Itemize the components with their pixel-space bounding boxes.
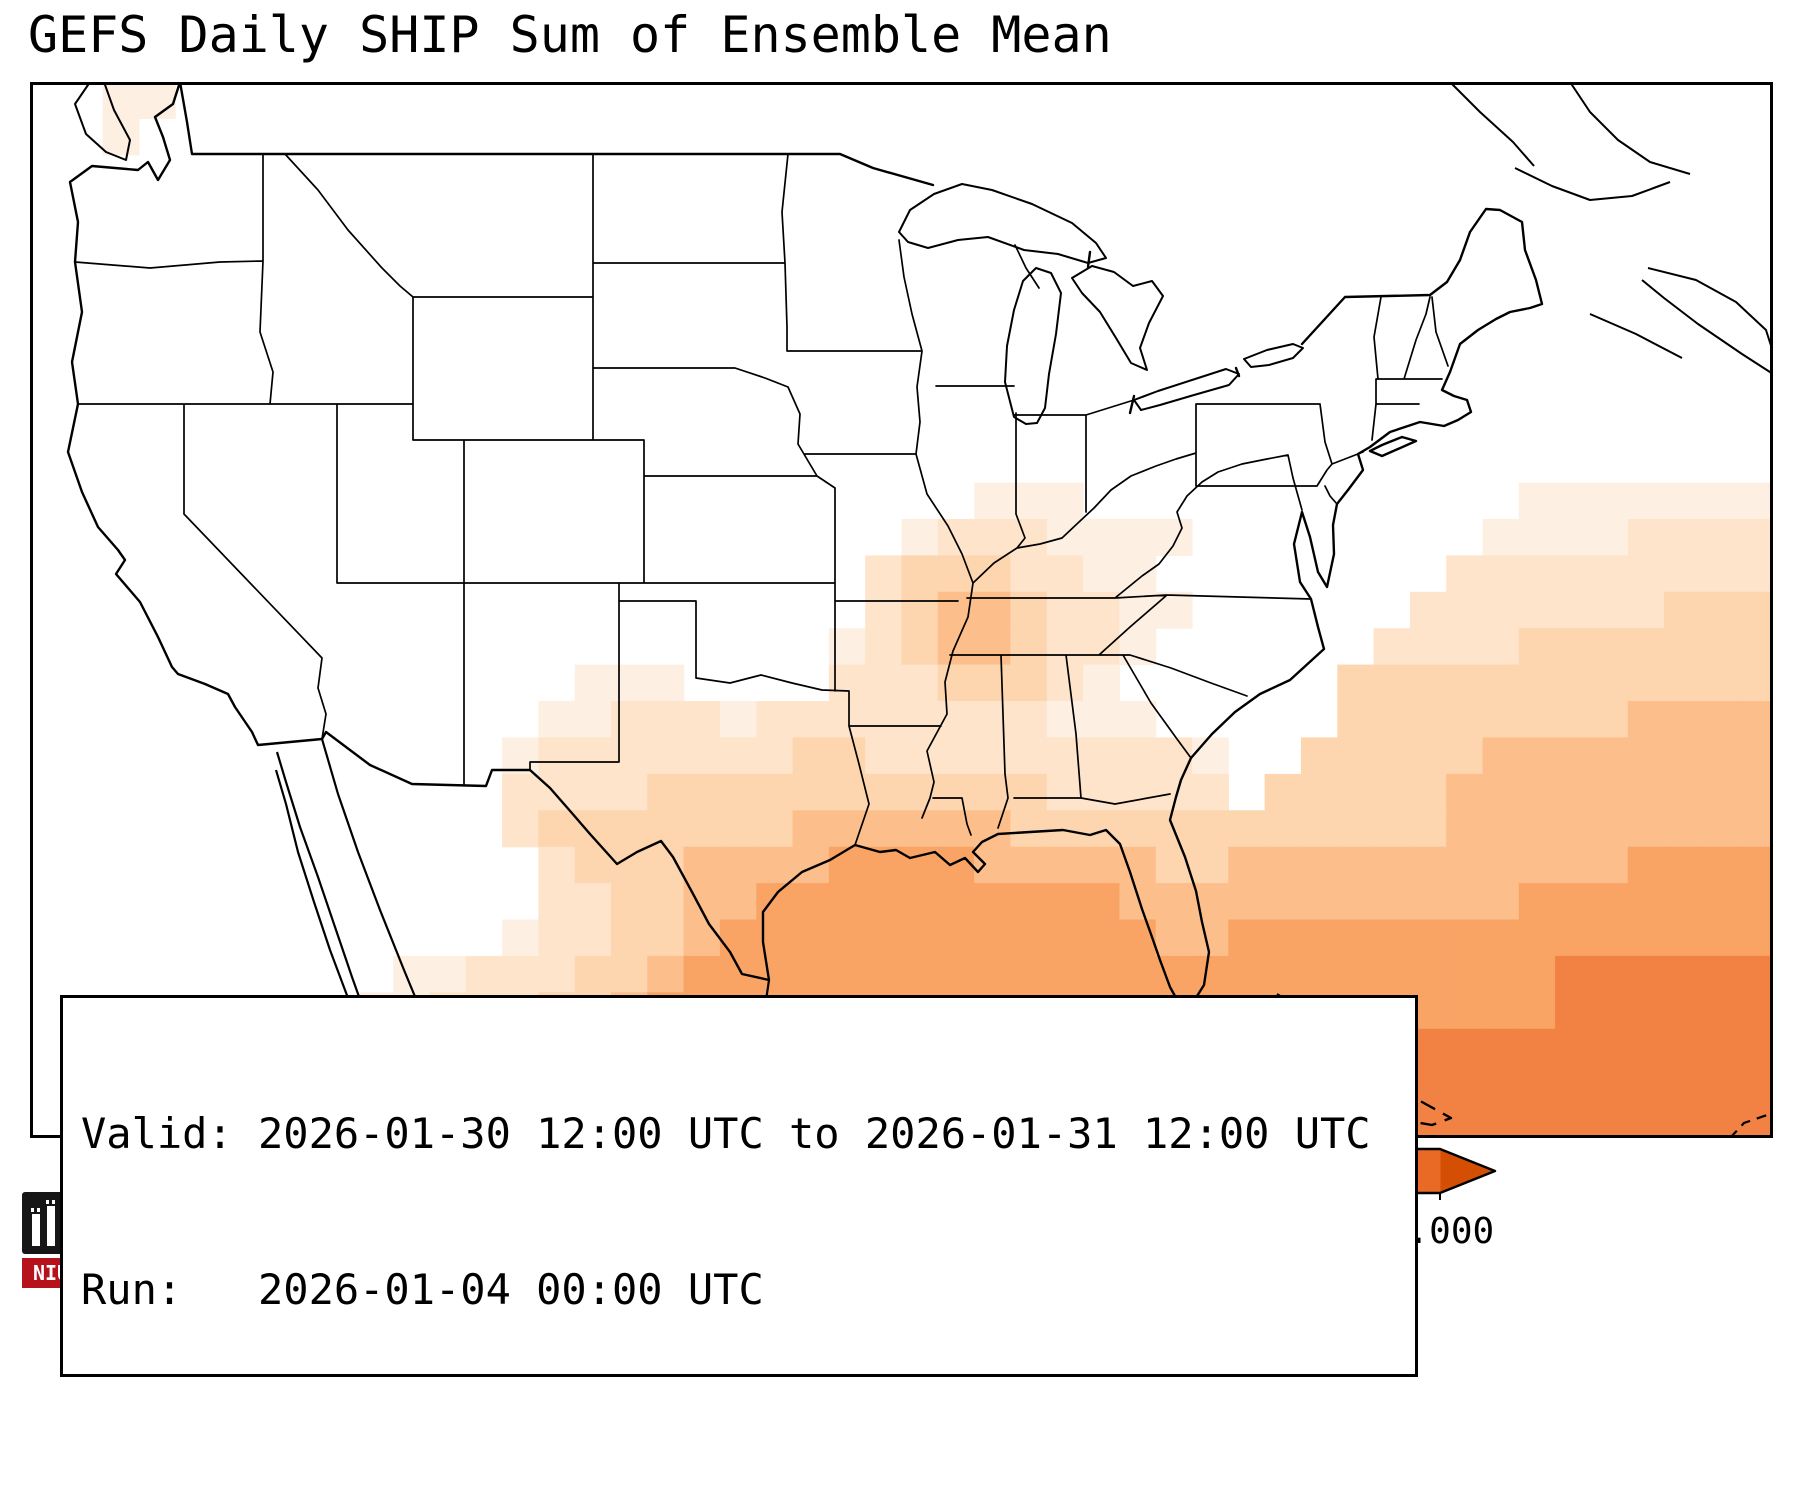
valid-run-info-box: Valid: 2026-01-30 12:00 UTC to 2026-01-3… [60, 995, 1418, 1377]
canada-coastline [74, 82, 1773, 375]
lake-huron [1071, 265, 1164, 371]
page-title: GEFS Daily SHIP Sum of Ensemble Mean [28, 6, 1112, 64]
lake-ontario [1243, 343, 1304, 368]
lake-erie [1133, 368, 1240, 411]
map-panel [30, 82, 1773, 1138]
us-map [30, 82, 1773, 1138]
state-borders [74, 153, 1449, 846]
lake-superior [898, 183, 1107, 264]
lake-michigan [1004, 267, 1062, 425]
run-line: Run: 2026-01-04 00:00 UTC [81, 1265, 764, 1314]
valid-line: Valid: 2026-01-30 12:00 UTC to 2026-01-3… [81, 1109, 1371, 1158]
us-coastline-and-border [66, 82, 1544, 1009]
great-lakes [898, 183, 1304, 425]
colorbar-right-arrow [1440, 1149, 1495, 1193]
